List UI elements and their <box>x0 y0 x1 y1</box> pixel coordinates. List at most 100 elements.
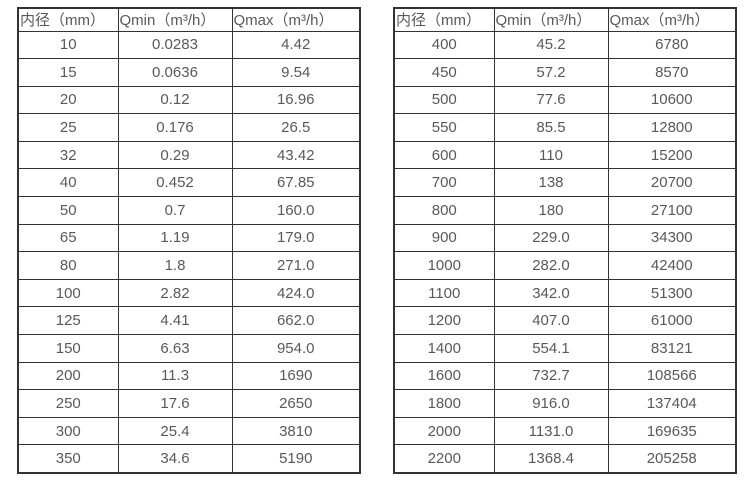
table-cell: 282.0 <box>493 251 609 280</box>
table-row: 2000 1131.0 169635 <box>393 416 737 446</box>
table-cell: 1000 <box>393 251 495 280</box>
header-qmax: Qmax（m³/h） <box>607 7 737 32</box>
table-cell: 138 <box>493 168 609 198</box>
table-cell: 662.0 <box>231 306 361 336</box>
table-cell: 180 <box>493 196 609 225</box>
table-cell: 150 <box>17 334 119 363</box>
header-row: 内径（mm） Qmin（m³/h） Qmax（m³/h） <box>17 7 361 32</box>
table-cell: 4.41 <box>117 306 233 336</box>
table-cell: 1100 <box>393 278 495 308</box>
header-inner-diameter: 内径（mm） <box>393 7 495 32</box>
table-cell: 25 <box>17 113 119 142</box>
table-cell: 34.6 <box>117 444 233 473</box>
table-cell: 20700 <box>607 168 737 198</box>
table-cell: 500 <box>393 85 495 115</box>
table-row: 250 17.6 2650 <box>17 389 361 418</box>
table-row: 350 34.6 5190 <box>17 444 361 473</box>
table-cell: 108566 <box>607 361 737 391</box>
table-cell: 916.0 <box>493 389 609 418</box>
table-row: 125 4.41 662.0 <box>17 306 361 336</box>
table-header: 内径（mm） Qmin（m³/h） Qmax（m³/h） <box>393 7 737 32</box>
flow-table-left: 内径（mm） Qmin（m³/h） Qmax（m³/h） 10 0.0283 4.4… <box>17 7 361 474</box>
table-cell: 40 <box>17 168 119 198</box>
header-row: 内径（mm） Qmin（m³/h） Qmax（m³/h） <box>393 7 737 32</box>
table-cell: 65 <box>17 223 119 253</box>
table-row: 1000 282.0 42400 <box>393 251 737 280</box>
table-row: 450 57.2 8570 <box>393 58 737 87</box>
table-cell: 6780 <box>607 30 737 60</box>
table-header: 内径（mm） Qmin（m³/h） Qmax（m³/h） <box>17 7 361 32</box>
table-cell: 15200 <box>607 140 737 170</box>
table-cell: 169635 <box>607 416 737 446</box>
header-qmax: Qmax（m³/h） <box>231 7 361 32</box>
table-cell: 100 <box>17 278 119 308</box>
table-cell: 77.6 <box>493 85 609 115</box>
table-cell: 424.0 <box>231 278 361 308</box>
table-cell: 0.0283 <box>117 30 233 60</box>
table-cell: 4.42 <box>231 30 361 60</box>
table-row: 32 0.29 43.42 <box>17 140 361 170</box>
table-row: 80 1.8 271.0 <box>17 251 361 280</box>
table-cell: 27100 <box>607 196 737 225</box>
table-cell: 550 <box>393 113 495 142</box>
table-row: 800 180 27100 <box>393 196 737 225</box>
table-cell: 179.0 <box>231 223 361 253</box>
table-body: 10 0.0283 4.42 15 0.0636 9.54 20 0.12 16.96 25 0.1… <box>17 30 361 473</box>
table-row: 900 229.0 34300 <box>393 223 737 253</box>
table-cell: 600 <box>393 140 495 170</box>
table-row: 2200 1368.4 205258 <box>393 444 737 473</box>
table-cell: 0.176 <box>117 113 233 142</box>
table-body: 400 45.2 6780 450 57.2 8570 500 77.6 10600 550 85.… <box>393 30 737 473</box>
table-row: 300 25.4 3810 <box>17 416 361 446</box>
table-cell: 67.85 <box>231 168 361 198</box>
table-cell: 8570 <box>607 58 737 87</box>
table-cell: 160.0 <box>231 196 361 225</box>
table-cell: 80 <box>17 251 119 280</box>
table-cell: 1.8 <box>117 251 233 280</box>
table-cell: 342.0 <box>493 278 609 308</box>
table-cell: 250 <box>17 389 119 418</box>
table-cell: 732.7 <box>493 361 609 391</box>
table-cell: 2000 <box>393 416 495 446</box>
table-cell: 5190 <box>231 444 361 473</box>
table-cell: 2.82 <box>117 278 233 308</box>
table-cell: 2650 <box>231 389 361 418</box>
table-cell: 350 <box>17 444 119 473</box>
table-cell: 1800 <box>393 389 495 418</box>
table-cell: 61000 <box>607 306 737 336</box>
table-cell: 32 <box>17 140 119 170</box>
table-row: 1600 732.7 108566 <box>393 361 737 391</box>
table-cell: 11.3 <box>117 361 233 391</box>
table-cell: 954.0 <box>231 334 361 363</box>
table-row: 10 0.0283 4.42 <box>17 30 361 60</box>
table-cell: 3810 <box>231 416 361 446</box>
table-cell: 42400 <box>607 251 737 280</box>
table-cell: 1600 <box>393 361 495 391</box>
table-cell: 34300 <box>607 223 737 253</box>
table-cell: 10600 <box>607 85 737 115</box>
table-row: 20 0.12 16.96 <box>17 85 361 115</box>
header-qmin: Qmin（m³/h） <box>493 7 609 32</box>
table-cell: 12800 <box>607 113 737 142</box>
table-cell: 85.5 <box>493 113 609 142</box>
table-cell: 0.452 <box>117 168 233 198</box>
table-cell: 800 <box>393 196 495 225</box>
table-cell: 26.5 <box>231 113 361 142</box>
table-cell: 25.4 <box>117 416 233 446</box>
table-row: 550 85.5 12800 <box>393 113 737 142</box>
table-cell: 0.7 <box>117 196 233 225</box>
table-row: 1400 554.1 83121 <box>393 334 737 363</box>
table-row: 100 2.82 424.0 <box>17 278 361 308</box>
table-cell: 1368.4 <box>493 444 609 473</box>
table-cell: 0.29 <box>117 140 233 170</box>
table-cell: 205258 <box>607 444 737 473</box>
table-cell: 271.0 <box>231 251 361 280</box>
table-cell: 1400 <box>393 334 495 363</box>
table-cell: 17.6 <box>117 389 233 418</box>
table-cell: 6.63 <box>117 334 233 363</box>
header-inner-diameter: 内径（mm） <box>17 7 119 32</box>
table-cell: 450 <box>393 58 495 87</box>
table-row: 1100 342.0 51300 <box>393 278 737 308</box>
table-row: 1800 916.0 137404 <box>393 389 737 418</box>
